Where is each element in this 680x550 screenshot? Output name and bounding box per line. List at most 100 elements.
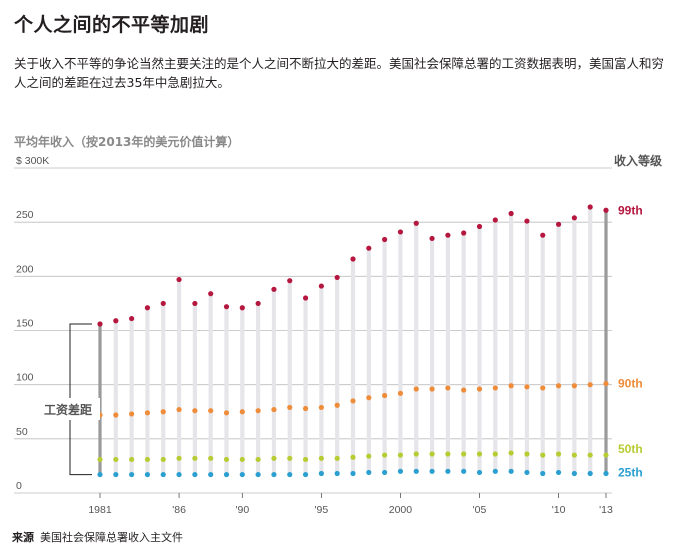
point-25th (97, 471, 103, 478)
point-90th (603, 380, 609, 387)
y-tick-label: 150 (16, 318, 34, 330)
point-99th (540, 232, 546, 238)
y-tick-label: 100 (16, 372, 34, 384)
point-99th (524, 218, 530, 224)
point-25th (208, 471, 214, 478)
point-99th (476, 223, 483, 230)
series-label-50th: 50th (618, 442, 643, 456)
point-90th (413, 386, 419, 392)
point-99th (113, 318, 119, 324)
gap-label-bg (40, 398, 100, 420)
point-90th (302, 405, 309, 412)
point-50th (97, 456, 103, 463)
point-90th (113, 412, 119, 418)
y-tick-label: 250 (16, 209, 34, 221)
point-99th (97, 321, 103, 327)
point-90th (255, 408, 261, 414)
point-99th (302, 295, 309, 301)
series-label-25th: 25th (618, 466, 643, 480)
point-99th (144, 305, 151, 311)
point-50th (223, 456, 230, 463)
point-25th (540, 470, 546, 477)
x-tick-label: '95 (315, 504, 329, 516)
point-25th (366, 469, 372, 476)
point-50th (239, 456, 245, 463)
point-90th (445, 385, 451, 391)
point-90th (397, 390, 404, 396)
point-50th (413, 451, 419, 457)
source-label: 来源 (12, 531, 34, 544)
point-25th (492, 468, 498, 474)
chart-description: 关于收入不平等的争论当然主要关注的是个人之间不断拉大的差距。美国社会保障总署的工… (14, 56, 665, 90)
point-99th (350, 256, 356, 262)
point-50th (144, 456, 151, 463)
point-50th (271, 455, 277, 461)
point-90th (555, 383, 562, 389)
point-90th (176, 406, 182, 413)
point-99th (461, 230, 467, 236)
point-50th (192, 455, 198, 461)
x-tick-label: 2000 (389, 504, 413, 516)
point-25th (239, 471, 245, 478)
point-90th (318, 404, 324, 411)
x-tick-label: '10 (552, 504, 566, 516)
point-25th (508, 468, 514, 474)
point-90th (239, 409, 245, 415)
point-99th (208, 291, 214, 297)
point-50th (350, 454, 356, 460)
point-50th (587, 452, 593, 458)
point-50th (445, 451, 451, 457)
point-50th (129, 456, 135, 463)
point-25th (129, 471, 135, 478)
point-25th (192, 471, 198, 478)
point-25th (413, 468, 419, 474)
x-tick-label: 1981 (88, 504, 112, 516)
y-tick-label: 0 (16, 480, 22, 492)
point-99th (382, 236, 388, 243)
y-axis-heading: 平均年收入（按2013年的美元价值计算） (14, 135, 240, 149)
point-50th (508, 450, 514, 456)
point-90th (461, 387, 467, 393)
point-99th (397, 229, 404, 235)
point-99th (192, 300, 198, 307)
series-label-90th: 90th (618, 377, 643, 391)
point-90th (429, 386, 435, 392)
x-tick-label: '05 (473, 504, 487, 516)
point-25th (429, 468, 435, 474)
source-text: 美国社会保障总署收入主文件 (40, 531, 183, 544)
point-50th (208, 455, 214, 461)
point-99th (508, 210, 514, 217)
point-99th (287, 278, 293, 284)
point-90th (382, 392, 388, 399)
point-25th (555, 469, 562, 476)
source-note: 来源 美国社会保障总署收入主文件 (12, 529, 183, 545)
point-25th (461, 468, 467, 474)
point-99th (603, 207, 609, 213)
point-25th (302, 471, 309, 478)
point-50th (461, 451, 467, 457)
point-25th (350, 470, 356, 477)
point-25th (176, 471, 182, 478)
point-90th (492, 385, 498, 391)
point-90th (334, 402, 340, 408)
point-25th (160, 471, 166, 478)
series-label-99th: 99th (618, 203, 643, 217)
point-90th (208, 408, 214, 414)
point-50th (555, 451, 562, 457)
point-50th (366, 453, 372, 459)
point-50th (524, 451, 530, 457)
point-99th (587, 204, 593, 210)
x-tick-label: '13 (599, 504, 613, 516)
point-90th (271, 406, 277, 413)
point-99th (334, 274, 340, 281)
point-25th (113, 471, 119, 478)
point-99th (176, 276, 182, 283)
point-90th (160, 409, 166, 415)
point-25th (397, 468, 404, 474)
x-tick-label: '90 (235, 504, 249, 516)
point-90th (192, 408, 198, 414)
point-50th (176, 455, 182, 461)
point-99th (255, 300, 261, 307)
point-50th (382, 452, 388, 458)
point-25th (271, 471, 277, 478)
